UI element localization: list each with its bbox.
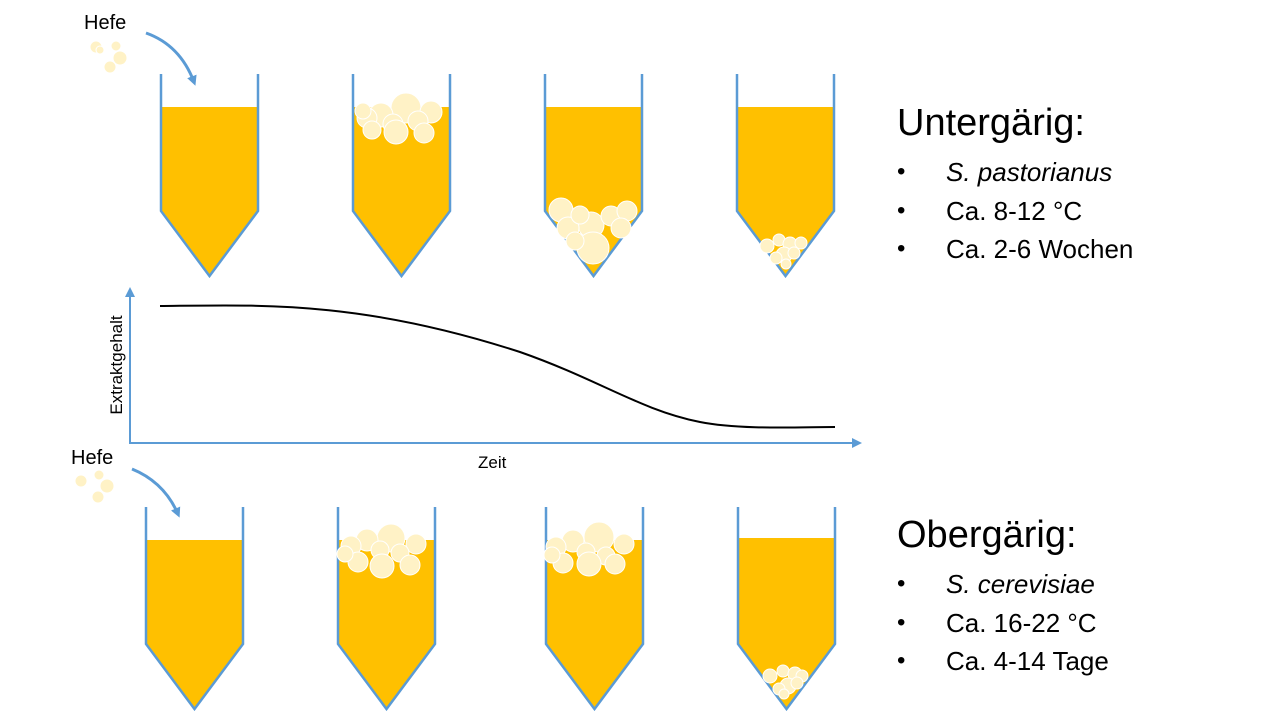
tank-outline [736, 507, 837, 712]
list-item: S. pastorianus [897, 153, 1133, 192]
yeast-sediment-tank-4 [759, 233, 808, 270]
top-fermenting-list: S. cerevisiae Ca. 16-22 °C Ca. 4-14 Tage [897, 565, 1109, 681]
yeast-cell [778, 688, 790, 700]
yeast-label-top: Hefe [84, 12, 127, 34]
top-fermenting-tank-3 [544, 507, 645, 712]
tank-outline [543, 74, 644, 279]
yeast-addition-arrow-top [145, 31, 197, 86]
top-fermenting-panel: Obergärig: S. cerevisiae Ca. 16-22 °C Ca… [897, 513, 1109, 681]
wort-fill [338, 540, 435, 709]
wort-fill [353, 107, 450, 276]
wort-fill [546, 540, 643, 709]
yeast-pellets-top [89, 40, 128, 74]
wort-fill [161, 107, 258, 276]
bottom-fermenting-tank-1 [159, 74, 260, 279]
top-fermenting-tank-4 [736, 507, 837, 712]
yeast-cell [769, 251, 783, 265]
list-item: Ca. 2-6 Wochen [897, 230, 1133, 269]
bottom-fermenting-tank-4 [735, 74, 836, 279]
yeast-cell [112, 50, 128, 66]
yeast-foam-tank-7 [543, 521, 635, 577]
yeast-cell [543, 546, 561, 564]
bottom-fermenting-title: Untergärig: [897, 102, 1085, 144]
yeast-cell [369, 553, 395, 579]
yeast-cell [790, 676, 804, 690]
list-item: Ca. 8-12 °C [897, 192, 1133, 231]
yeast-cell [99, 478, 115, 494]
yeast-species: S. pastorianus [946, 157, 1113, 187]
yeast-cell [74, 474, 88, 488]
tank-outline [351, 74, 452, 279]
yeast-cell [787, 246, 801, 260]
yeast-cell [110, 40, 122, 52]
wort-fill [737, 107, 834, 276]
yeast-cell [762, 668, 778, 684]
temperature-range: Ca. 16-22 °C [946, 607, 1097, 638]
yeast-cell [576, 551, 602, 577]
list-item: Ca. 4-14 Tage [897, 642, 1109, 681]
extract-content-curve [159, 304, 836, 429]
yeast-addition-arrow-bottom [131, 467, 181, 518]
list-item: S. cerevisiae [897, 565, 1109, 604]
yeast-pellets-bottom [74, 469, 115, 504]
yeast-cell [103, 60, 117, 74]
duration: Ca. 4-14 Tage [946, 646, 1109, 676]
yeast-cell [383, 119, 409, 145]
graph-x-axis-arrowhead [852, 438, 862, 448]
yeast-cell [794, 236, 808, 250]
yeast-sediment-tank-3 [548, 197, 638, 265]
tank-outline [336, 507, 437, 712]
yeast-cell [336, 545, 354, 563]
wort-fill [146, 540, 243, 709]
tank-outline [544, 507, 645, 712]
temperature-range: Ca. 8-12 °C [946, 195, 1083, 226]
tank-outline [735, 74, 836, 279]
duration: Ca. 2-6 Wochen [946, 234, 1134, 264]
yeast-cell [405, 533, 427, 555]
yeast-cell [347, 551, 369, 573]
bottom-fermenting-panel: Untergärig: S. pastorianus Ca. 8-12 °C C… [897, 101, 1133, 269]
yeast-cell [565, 231, 585, 251]
yeast-sediment-tank-8 [762, 664, 809, 700]
yeast-foam-tank-2 [354, 92, 443, 145]
tank-outline [159, 74, 260, 279]
wort-fill [738, 538, 835, 709]
yeast-foam-tank-6 [336, 523, 427, 579]
yeast-cell [759, 238, 775, 254]
yeast-cell [399, 554, 421, 576]
tank-outline [144, 507, 245, 712]
top-fermenting-tank-2 [336, 507, 437, 712]
yeast-cell [613, 533, 635, 555]
list-item: Ca. 16-22 °C [897, 604, 1109, 643]
yeast-cell [413, 122, 435, 144]
top-fermenting-title: Obergärig: [897, 514, 1077, 556]
graph-y-axis-label: Extraktgehalt [107, 315, 126, 415]
yeast-cell [91, 490, 105, 504]
bottom-fermenting-list: S. pastorianus Ca. 8-12 °C Ca. 2-6 Woche… [897, 153, 1133, 269]
yeast-cell [354, 102, 372, 120]
yeast-cell [780, 258, 792, 270]
yeast-cell [93, 469, 105, 481]
graph-x-axis-label: Zeit [478, 453, 507, 472]
graph-y-axis-arrowhead [125, 287, 135, 297]
yeast-species: S. cerevisiae [946, 569, 1095, 599]
yeast-cell [604, 553, 626, 575]
yeast-label-bottom: Hefe [71, 447, 114, 469]
top-fermenting-tank-1 [144, 507, 245, 712]
yeast-cell [610, 217, 632, 239]
yeast-cell [362, 120, 382, 140]
bottom-fermenting-tank-2 [351, 74, 452, 279]
yeast-cell [776, 664, 790, 678]
yeast-cell [95, 45, 105, 55]
yeast-cell [570, 205, 590, 225]
